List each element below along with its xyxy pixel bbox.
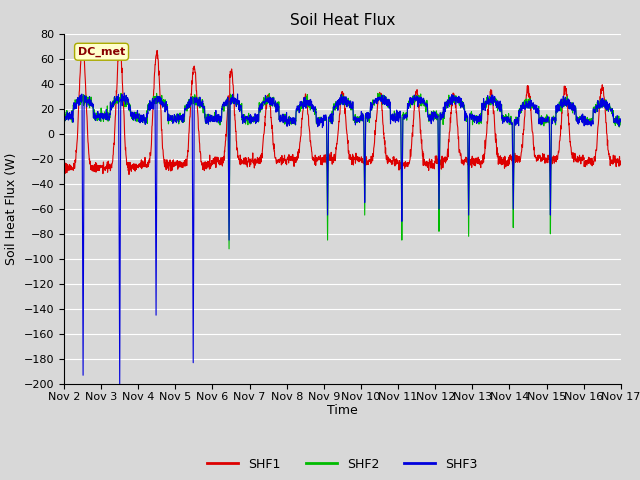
SHF2 <box>584 119 591 124</box>
SHF3 <box>60 109 68 115</box>
SHF3 <box>371 99 379 105</box>
Text: DC_met: DC_met <box>78 47 125 57</box>
Line: SHF1: SHF1 <box>64 44 621 175</box>
SHF1 <box>371 128 379 133</box>
SHF2 <box>505 111 513 117</box>
X-axis label: Time: Time <box>327 405 358 418</box>
SHF1 <box>359 158 367 164</box>
SHF1 <box>617 158 625 164</box>
SHF3 <box>116 381 124 387</box>
SHF2 <box>60 114 68 120</box>
SHF2 <box>216 120 223 126</box>
SHF1 <box>568 154 576 159</box>
SHF3 <box>120 90 128 96</box>
SHF1 <box>505 159 513 165</box>
SHF2 <box>371 98 379 104</box>
Legend: SHF1, SHF2, SHF3: SHF1, SHF2, SHF3 <box>202 453 483 476</box>
SHF3 <box>505 114 513 120</box>
SHF3 <box>584 120 591 125</box>
SHF1 <box>79 41 86 47</box>
SHF1 <box>60 160 68 166</box>
Y-axis label: Soil Heat Flux (W): Soil Heat Flux (W) <box>5 153 18 265</box>
SHF1 <box>216 162 223 168</box>
Line: SHF3: SHF3 <box>64 93 621 384</box>
SHF3 <box>359 113 367 119</box>
SHF1 <box>125 172 133 178</box>
Line: SHF2: SHF2 <box>64 93 621 249</box>
Title: Soil Heat Flux: Soil Heat Flux <box>290 13 395 28</box>
SHF3 <box>617 119 625 124</box>
SHF2 <box>359 114 367 120</box>
SHF2 <box>117 90 125 96</box>
SHF1 <box>584 157 591 163</box>
SHF2 <box>568 100 576 106</box>
SHF3 <box>216 120 223 126</box>
SHF2 <box>617 119 625 124</box>
SHF2 <box>225 246 233 252</box>
SHF3 <box>568 104 576 110</box>
